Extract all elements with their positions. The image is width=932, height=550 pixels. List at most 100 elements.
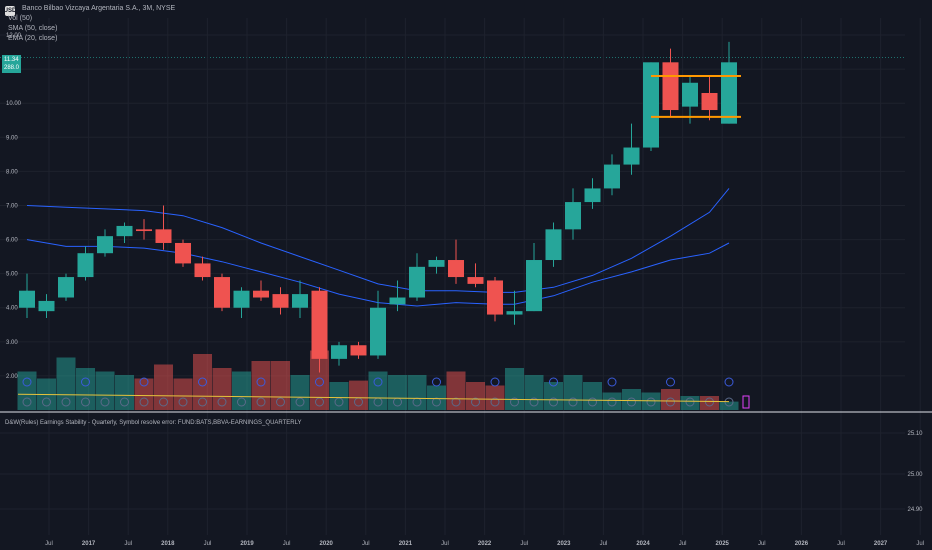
pane2-tick-label: 25.00 [907,472,923,478]
volume-bar [407,375,427,410]
earnings-marker [159,397,168,407]
candle-body [58,277,74,298]
symbol-logo[interactable]: USD [3,6,17,16]
candle-body [116,225,133,237]
candle-body [565,202,581,230]
legend-ema[interactable]: EMA (20, close) [8,35,58,42]
x-tick-label: 2026 [795,541,809,547]
earnings-marker [198,397,207,407]
x-tick-label: Jul [916,541,924,547]
price-label: 11.34 [2,55,21,65]
x-tick-label: 2027 [874,541,888,547]
x-tick-label: 2022 [478,541,492,547]
dividend-marker [315,377,324,387]
legend-sma[interactable]: SMA (50, close) [8,25,58,32]
candle-body [448,260,464,278]
candle-body [467,277,484,284]
candle-body [409,266,425,298]
earnings-marker [178,397,188,407]
earnings-marker [315,397,324,407]
earnings-marker [100,397,110,407]
y-tick-label: 5.00 [6,272,18,278]
candle-body [370,307,386,356]
time-axis[interactable]: Jul 2017 Jul 2018 Jul 2019 Jul 2020 Jul 2021 Jul 20… [45,541,924,547]
volume-bar [173,378,193,410]
volume-bar [329,382,349,410]
sma-line [26,188,730,293]
dividend-marker [549,377,558,387]
x-tick-label: Jul [679,541,687,547]
pane2-tick-label: 25.10 [907,431,923,437]
volume-bar [76,368,95,410]
y-tick-label: 12.00 [6,33,22,39]
y-tick-label: 10.00 [6,101,22,107]
legend-title[interactable]: Banco Bilbao Vizcaya Argentaria S.A., 3M… [22,5,176,12]
x-tick-label: 2025 [716,541,730,547]
earnings-marker [432,397,441,407]
volume-bar [505,368,524,410]
volume-bar [680,396,700,410]
x-tick-label: Jul [758,541,766,547]
volume-ma-line [17,393,730,403]
x-tick-label: 2023 [557,541,571,547]
candle-body [389,297,406,305]
volume-bar [622,389,641,410]
candle-body [19,290,35,308]
dividend-marker [22,377,32,387]
earnings-marker [139,397,149,407]
earnings-marker [529,397,539,407]
candle-body [623,147,640,165]
earnings-marker [451,397,461,407]
volume-bar [602,392,622,410]
dividend-marker [81,377,90,387]
candle-body [97,236,113,254]
dividend-marker [432,377,441,387]
candle-body [584,188,601,203]
volume-bar [193,354,212,410]
y-tick-label: 9.00 [6,135,18,141]
volume-bar [134,378,154,410]
y-tick-label: 8.00 [6,169,18,175]
grid [0,18,921,535]
volume-bar [446,371,466,410]
candle-body [38,300,55,312]
volume-bars [17,350,739,410]
earnings-marker [607,397,617,407]
earnings-marker [217,397,227,407]
earnings-marker [22,397,32,407]
volume-bar [212,368,232,410]
legend-vol[interactable]: Vol (50) [8,15,33,22]
dividend-marker [607,377,617,387]
volume-bar [388,375,407,410]
y-tick-label: 3.00 [6,340,18,346]
x-tick-label: Jul [124,541,132,547]
price-axis[interactable]: 2.003.004.005.006.007.008.009.0010.0011.… [6,33,22,380]
candle-body [292,294,308,308]
volume-bar [661,389,680,410]
candle-body [311,290,328,359]
candle-body [350,345,367,356]
volume-bar [524,375,544,410]
earnings-marker [237,397,246,407]
x-tick-label: 2020 [320,541,334,547]
candle-body [721,62,737,124]
earnings-marker [510,397,519,407]
x-tick-label: Jul [837,541,845,547]
candle-body [682,82,698,107]
candle-body [214,277,230,308]
candles [19,41,737,373]
earnings-marker [549,397,558,407]
volume-bar [154,364,173,410]
dividend-marker [490,377,500,387]
dividend-marker [373,377,383,387]
pane2-axis[interactable]: 25.10 25.00 24.90 [907,431,923,513]
future-earnings-marker [742,395,750,409]
volume-label: 288.0 [2,63,22,73]
pane2-title[interactable]: D&W(Rules) Earnings Stability - Quarterl… [5,420,302,426]
range-box [651,74,741,118]
volume-bar [17,371,37,410]
y-tick-label: 2.00 [6,374,18,380]
candle-body [526,260,542,312]
earnings-marker [490,397,500,407]
